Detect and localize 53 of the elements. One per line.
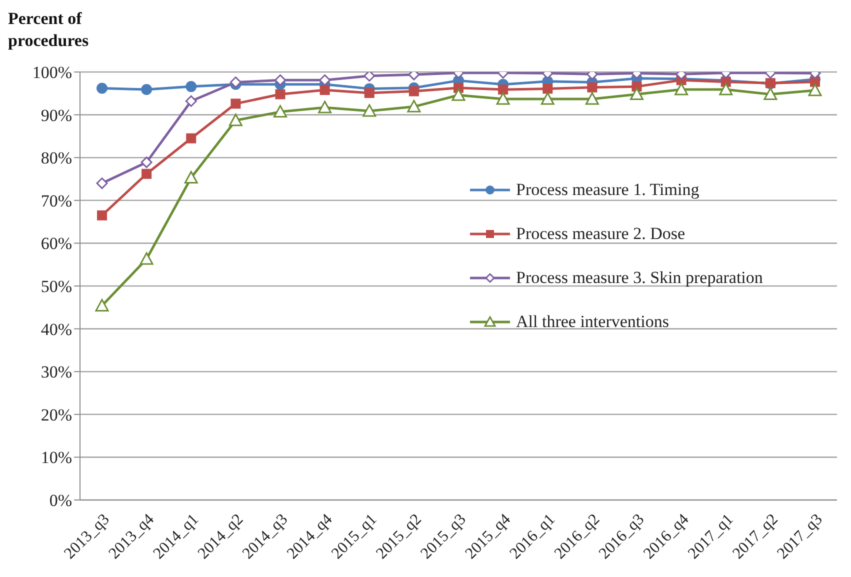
point <box>318 100 332 114</box>
point <box>587 82 598 92</box>
point <box>764 88 778 100</box>
point <box>542 84 553 94</box>
legend-label: All three interventions <box>516 312 669 332</box>
point <box>540 92 554 105</box>
point <box>185 95 197 107</box>
point <box>274 105 287 118</box>
y-tick-label: 70% <box>40 191 72 210</box>
point <box>364 72 376 82</box>
y-tick-label: 10% <box>40 448 72 468</box>
point <box>585 92 599 105</box>
point <box>230 98 241 109</box>
point <box>95 298 109 312</box>
legend-label: Process measure 2. Dose <box>516 224 686 244</box>
point <box>186 81 197 92</box>
point <box>228 114 242 126</box>
point <box>319 74 331 86</box>
y-tick-label: 60% <box>40 234 72 254</box>
point <box>320 84 330 95</box>
point <box>496 92 510 105</box>
point <box>364 88 374 98</box>
point <box>719 82 733 96</box>
y-tick-label: 80% <box>40 148 72 168</box>
point <box>96 178 108 190</box>
point <box>408 86 419 96</box>
point <box>186 133 196 144</box>
point <box>184 170 198 184</box>
y-tick-label: 40% <box>40 320 72 339</box>
point <box>140 252 154 265</box>
y-axis-title: Percent of procedures <box>8 8 90 52</box>
y-tick-label: 30% <box>40 362 72 382</box>
point <box>275 89 286 100</box>
point <box>630 88 644 100</box>
y-tick-label: 100% <box>32 63 72 82</box>
point <box>142 168 152 179</box>
point <box>97 210 107 220</box>
y-tick-label: 90% <box>40 106 72 125</box>
point <box>141 84 152 96</box>
y-tick-label: 50% <box>40 277 72 296</box>
point <box>362 104 376 117</box>
y-tick-label: 20% <box>40 405 72 424</box>
point <box>674 82 688 96</box>
y-tick-label: 0% <box>49 491 72 510</box>
point <box>140 156 152 168</box>
point <box>498 84 508 95</box>
point <box>452 88 466 101</box>
point <box>407 100 421 112</box>
legend-label: Process measure 1. Timing <box>516 180 700 200</box>
point <box>808 84 822 96</box>
point <box>274 74 286 86</box>
legend-label: Process measure 3. Skin preparation <box>516 268 763 288</box>
point <box>96 82 108 94</box>
